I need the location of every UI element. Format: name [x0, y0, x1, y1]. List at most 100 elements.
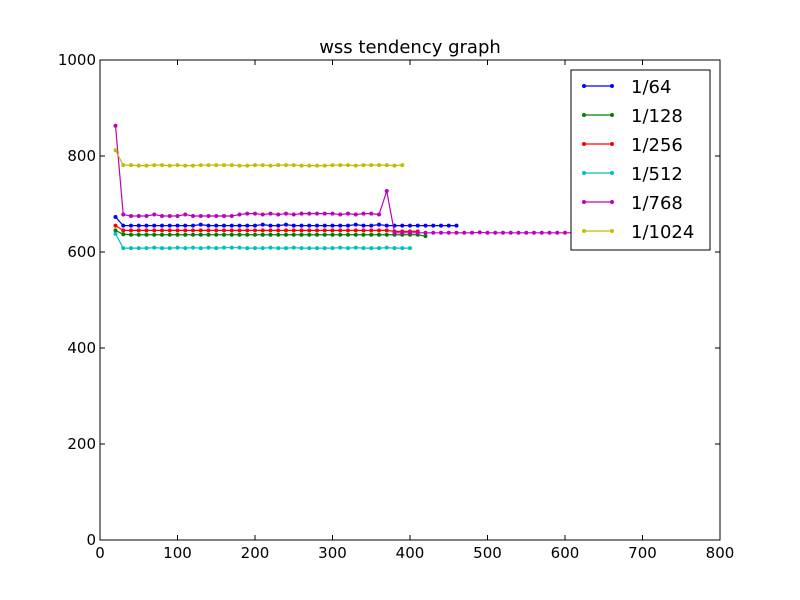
data-point	[408, 246, 412, 251]
data-point	[260, 222, 265, 227]
data-point	[369, 246, 374, 251]
data-point	[547, 230, 552, 235]
data-point	[439, 223, 443, 228]
data-point	[299, 223, 304, 228]
data-point	[291, 212, 296, 217]
data-point	[353, 163, 358, 168]
data-point	[276, 223, 281, 228]
data-point	[384, 232, 389, 237]
data-point	[198, 228, 203, 233]
data-point	[160, 228, 164, 233]
data-point	[222, 228, 226, 233]
data-point	[361, 228, 366, 233]
data-point	[222, 232, 226, 237]
data-point	[284, 232, 288, 237]
data-point	[222, 163, 226, 168]
data-point	[160, 163, 164, 168]
data-point	[400, 230, 405, 235]
data-point	[408, 223, 412, 228]
data-point	[268, 228, 273, 233]
data-point	[237, 223, 242, 228]
data-point	[315, 211, 319, 216]
data-point	[361, 246, 366, 251]
data-point	[198, 222, 203, 227]
data-point	[206, 214, 211, 218]
data-point	[307, 211, 312, 216]
data-point	[237, 228, 242, 233]
data-point	[454, 223, 459, 228]
data-point	[129, 232, 133, 237]
data-point	[237, 245, 242, 250]
data-point	[384, 189, 389, 194]
data-point	[408, 230, 412, 235]
data-point	[338, 212, 343, 217]
data-point	[167, 232, 172, 237]
data-point	[299, 232, 304, 237]
data-point	[191, 163, 195, 168]
data-point	[330, 223, 335, 228]
data-point	[253, 232, 257, 237]
series-0	[113, 214, 459, 228]
data-point	[315, 232, 319, 237]
data-point	[206, 228, 211, 233]
data-point	[346, 211, 350, 216]
data-point	[353, 222, 358, 227]
data-point	[322, 211, 327, 216]
data-point	[136, 223, 141, 228]
data-point	[307, 232, 312, 237]
data-point	[291, 163, 296, 168]
data-point	[276, 232, 281, 237]
legend-swatch-marker	[610, 171, 614, 175]
data-point	[253, 211, 257, 216]
data-point	[191, 232, 195, 237]
data-point	[346, 163, 350, 168]
data-point	[330, 211, 335, 216]
data-point	[113, 231, 118, 236]
data-point	[245, 211, 250, 216]
data-point	[322, 228, 327, 233]
data-point	[291, 223, 296, 228]
data-point	[229, 223, 234, 228]
data-point	[330, 232, 335, 237]
data-point	[369, 228, 374, 233]
data-point	[260, 232, 265, 237]
data-point	[315, 163, 319, 168]
legend-swatch-marker	[610, 229, 614, 233]
data-point	[183, 228, 188, 233]
data-point	[260, 228, 265, 233]
data-point	[369, 211, 374, 216]
data-point	[214, 246, 219, 251]
data-point	[167, 163, 172, 168]
data-point	[346, 246, 350, 251]
data-point	[245, 246, 250, 251]
data-point	[237, 232, 242, 237]
x-tick-label: 100	[163, 544, 192, 562]
data-point	[160, 223, 164, 228]
data-point	[183, 163, 188, 168]
data-point	[206, 163, 211, 168]
data-point	[245, 232, 250, 237]
data-point	[129, 246, 133, 251]
data-point	[229, 228, 234, 233]
legend-entry: 1/128	[582, 106, 683, 127]
data-point	[330, 163, 335, 168]
data-point	[532, 230, 536, 235]
data-point	[144, 246, 149, 251]
data-point	[113, 223, 118, 228]
data-point	[361, 223, 366, 228]
data-point	[129, 223, 133, 228]
data-point	[113, 123, 118, 128]
x-tick-label: 400	[396, 544, 425, 562]
data-point	[284, 211, 288, 216]
data-point	[353, 232, 358, 237]
y-tick-label: 0	[86, 531, 96, 549]
data-point	[121, 223, 126, 228]
data-point	[191, 245, 195, 250]
data-point	[129, 163, 133, 168]
legend-frame	[570, 69, 711, 251]
data-point	[462, 230, 467, 235]
data-point	[508, 230, 513, 235]
data-point	[175, 214, 180, 218]
data-point	[415, 230, 420, 235]
data-point	[175, 223, 180, 228]
